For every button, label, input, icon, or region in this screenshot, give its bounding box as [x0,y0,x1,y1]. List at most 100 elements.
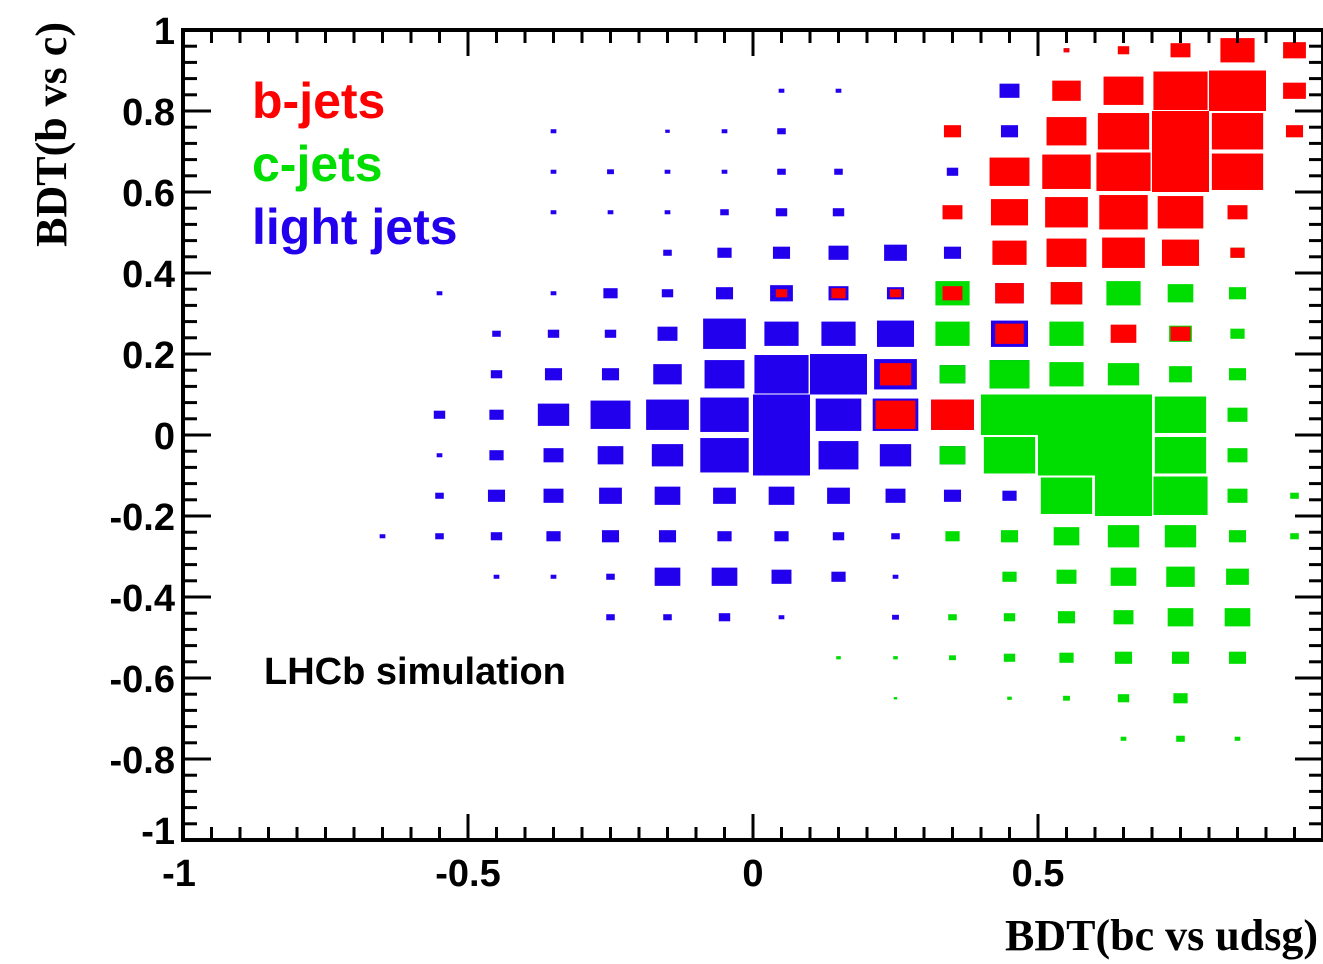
light-jets-box [435,533,444,540]
c-jets-box [1049,321,1084,346]
y-tick-label: 1 [154,11,175,53]
light-jets-box [547,329,560,338]
c-jets-box [1166,566,1195,587]
light-jets-box [489,409,504,420]
c-jets-box [1000,530,1019,543]
c-jets-box [1154,437,1207,474]
c-jets-box [1173,693,1188,704]
x-axis-title: BDT(bc vs udsg) [1005,911,1318,960]
b-jets-box [1170,326,1191,341]
c-jets-box [1227,407,1248,422]
light-jets-box [606,614,615,621]
c-jets-box [893,697,898,700]
c-jets-box [948,614,957,621]
c-jets-box [1228,368,1247,381]
c-jets-box [981,394,1038,435]
light-jets-box [777,168,786,175]
light-jets-box [435,492,444,499]
light-jets-box [601,368,620,381]
c-jets-box [1059,652,1074,663]
light-jets-box [832,532,845,541]
c-jets-box [1057,611,1076,624]
y-tick-label: -0.8 [110,740,175,782]
light-jets-box [774,531,789,542]
light-jets-box [601,530,620,543]
c-jets-box [1228,530,1247,543]
light-jets-box [663,249,672,256]
b-jets-box [1110,324,1137,343]
light-jets-box [721,129,728,134]
b-jets-box [1099,195,1148,230]
c-jets-box [1003,613,1016,622]
b-jets-box [1152,111,1209,152]
y-axis-title: BDT(b vs c) [27,22,76,247]
light-jets-box [664,169,671,174]
c-jets-box [1114,651,1133,664]
b-jets-box [1046,238,1087,267]
y-tick-label: 0.8 [122,92,175,134]
light-jets-box [493,574,500,579]
axis-ticks [181,28,1323,842]
light-jets-box [777,128,786,135]
c-jets-box [1107,363,1140,386]
light-jets-box [490,370,503,379]
light-jets-box [537,403,570,426]
light-jets-box [543,448,564,463]
light-jets-box [489,450,504,461]
c-jets-box [989,360,1030,389]
b-jets-box [1063,48,1070,53]
light-jets-box [876,320,915,347]
light-jets-box [433,410,446,419]
light-jets-box [711,567,738,586]
light-jets-box [717,247,732,258]
legend-c-jets: c-jets [252,136,383,192]
light-jets-box [544,368,563,381]
c-jets-box [1117,694,1130,703]
b-jets-box [1102,237,1145,268]
b-jets-box [775,289,788,298]
b-jets-box [1283,42,1306,59]
c-jets-box [1227,488,1248,503]
b-jets-box [831,288,846,299]
c-jets-box [1167,608,1194,627]
light-jets-box [720,209,729,216]
b-jets-box [942,205,963,220]
light-jets-box [664,210,671,215]
c-jets-box [1176,735,1185,742]
light-jets-box [778,615,785,620]
c-jets-box [1053,527,1080,546]
light-jets-box [771,569,792,584]
b-jets-box [1045,197,1088,228]
c-jets-box [1171,651,1190,664]
c-jets-box [1290,492,1299,499]
light-jets-box [772,246,791,259]
c-jets-box [1095,394,1152,435]
b-jets-box [1211,153,1264,190]
light-jets-box [884,244,907,261]
c-jets-box [949,655,956,661]
light-jets-box [607,169,614,175]
x-tick-label: -1 [162,853,196,895]
b-jets-box [889,289,902,298]
c-jets-box [1107,525,1140,548]
light-jets-box [835,88,842,93]
light-jets-box [436,291,443,296]
legend-b-jets: b-jets [252,73,385,129]
light-jets-box [606,573,615,580]
b-jets-box [1046,117,1087,146]
c-jets-box [1234,736,1241,741]
c-jets-box [1230,328,1245,339]
light-jets-box [713,487,736,504]
c-jets-box [836,656,841,660]
light-jets-box [703,318,746,349]
b-jets-box [1042,154,1091,189]
c-jets-box [1228,287,1247,300]
light-jets-box [597,446,624,465]
b-jets-box [931,399,974,430]
b-jets-box [1052,80,1081,101]
light-jets-box [832,208,845,217]
c-jets-box [1106,281,1141,306]
c-jets-box [939,365,966,384]
y-tick-label: -0.4 [110,578,175,620]
